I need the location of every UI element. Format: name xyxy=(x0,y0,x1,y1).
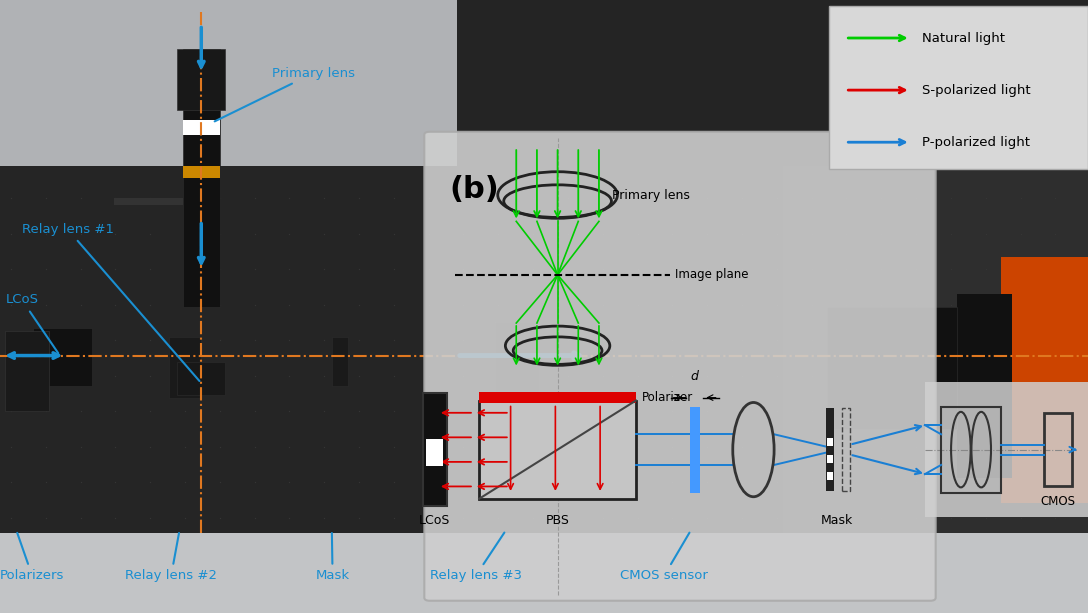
Bar xyxy=(941,406,1001,492)
Bar xyxy=(169,337,201,398)
Text: PBS: PBS xyxy=(546,514,569,527)
Text: $d$: $d$ xyxy=(690,370,700,384)
Bar xyxy=(783,166,1088,533)
Text: Primary lens: Primary lens xyxy=(214,67,355,121)
Text: P-polarized light: P-polarized light xyxy=(922,135,1029,149)
Text: Natural light: Natural light xyxy=(922,31,1004,45)
Text: Polarizers: Polarizers xyxy=(0,533,64,582)
Bar xyxy=(1001,257,1088,503)
Bar xyxy=(827,438,833,446)
Text: Primary lens: Primary lens xyxy=(613,189,690,202)
Text: CMOS: CMOS xyxy=(1040,495,1075,508)
Bar xyxy=(479,392,635,403)
Text: LCoS: LCoS xyxy=(419,514,450,527)
Text: Image plane: Image plane xyxy=(675,268,749,281)
Bar xyxy=(479,400,635,499)
Text: Relay lens #3: Relay lens #3 xyxy=(430,533,522,582)
Bar xyxy=(426,439,444,466)
Bar xyxy=(332,337,348,386)
Text: Relay lens #2: Relay lens #2 xyxy=(125,533,218,582)
Bar xyxy=(827,455,833,463)
FancyBboxPatch shape xyxy=(424,132,936,601)
Bar xyxy=(826,408,834,492)
Bar xyxy=(827,473,833,481)
Text: LCoS: LCoS xyxy=(5,294,59,353)
Text: Relay lens #1: Relay lens #1 xyxy=(22,223,199,381)
Bar xyxy=(495,322,539,395)
Text: (b): (b) xyxy=(449,175,499,204)
Bar xyxy=(925,382,1088,517)
Bar xyxy=(0,0,457,294)
Bar xyxy=(183,166,220,178)
Text: Polarizer: Polarizer xyxy=(642,391,693,404)
Bar xyxy=(827,306,957,429)
Text: S-polarized light: S-polarized light xyxy=(922,83,1030,97)
Bar xyxy=(183,120,220,135)
Bar xyxy=(842,408,850,492)
Bar xyxy=(690,406,700,493)
Bar xyxy=(0,166,1088,533)
Bar xyxy=(1044,413,1072,486)
Bar xyxy=(422,393,447,506)
Text: Mask: Mask xyxy=(316,533,349,582)
Bar xyxy=(957,294,1012,478)
Bar xyxy=(0,533,1088,613)
Bar xyxy=(177,49,225,110)
Bar xyxy=(33,328,92,386)
Bar xyxy=(177,362,225,395)
Text: Mask: Mask xyxy=(820,514,853,527)
Bar xyxy=(183,49,220,306)
Bar xyxy=(829,6,1088,169)
Text: CMOS sensor: CMOS sensor xyxy=(620,533,708,582)
Bar xyxy=(114,198,183,205)
Bar xyxy=(5,331,49,411)
